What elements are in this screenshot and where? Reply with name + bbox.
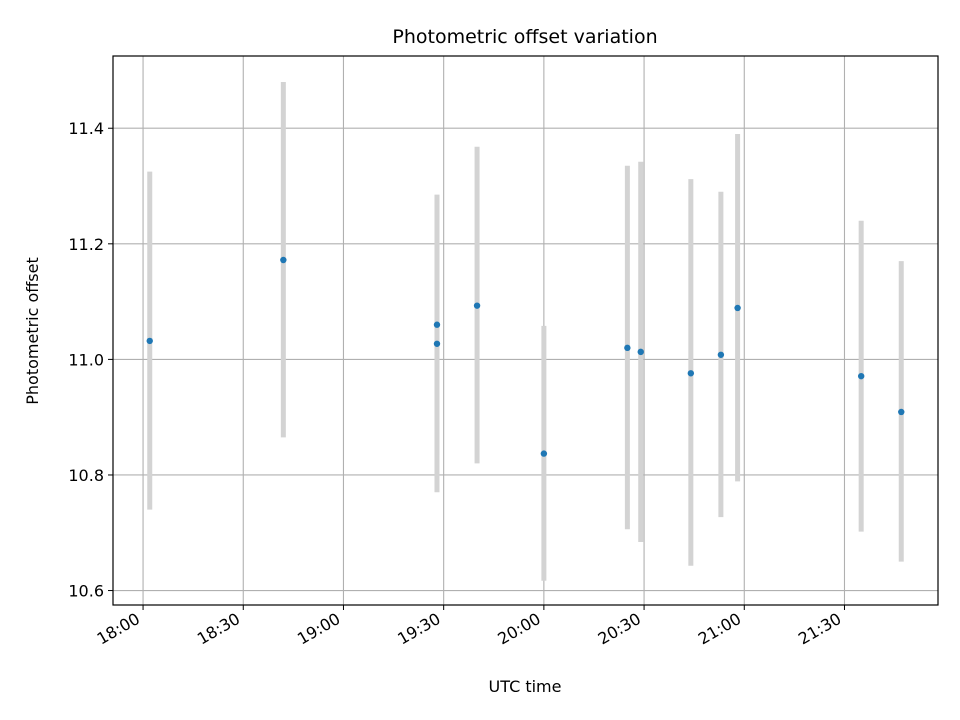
data-point xyxy=(433,340,441,347)
data-point xyxy=(433,321,441,328)
data-point xyxy=(146,337,153,345)
data-point xyxy=(473,302,481,309)
data-point xyxy=(734,304,741,312)
y-tick-label: 10.6 xyxy=(68,582,104,601)
x-tick-label: 20:00 xyxy=(494,609,543,649)
x-ticks: 18:00 18:30 19:00 19:30 20:00 20:30 21:00 21:30 xyxy=(94,605,845,649)
data-point xyxy=(717,351,725,358)
x-tick-label: 19:00 xyxy=(294,609,343,649)
data-point xyxy=(624,344,631,352)
data-point xyxy=(898,408,905,416)
data-point xyxy=(857,372,865,380)
x-axis-label: UTC time xyxy=(489,677,562,696)
x-tick-label: 21:30 xyxy=(795,609,844,649)
data-point xyxy=(687,370,695,377)
x-tick-label: 21:00 xyxy=(695,609,744,649)
errorbar-layer xyxy=(147,82,904,581)
x-tick-label: 18:00 xyxy=(94,609,143,649)
grid-layer xyxy=(113,56,938,605)
x-tick-label: 18:30 xyxy=(194,609,243,649)
data-point xyxy=(637,348,644,356)
chart-title: Photometric offset variation xyxy=(392,26,657,48)
y-tick-label: 11.4 xyxy=(68,119,104,138)
data-point xyxy=(280,256,287,264)
y-tick-label: 11.0 xyxy=(68,350,104,369)
x-tick-label: 20:30 xyxy=(595,609,644,649)
y-ticks: 10.6 10.8 11.0 11.2 11.4 xyxy=(68,119,113,601)
y-tick-label: 11.2 xyxy=(68,235,104,254)
data-point xyxy=(540,450,548,457)
plot-frame xyxy=(112,55,939,606)
y-axis-label: Photometric offset xyxy=(23,257,42,405)
point-layer xyxy=(146,256,905,457)
y-tick-label: 10.8 xyxy=(68,466,104,485)
x-tick-label: 19:30 xyxy=(394,609,443,649)
